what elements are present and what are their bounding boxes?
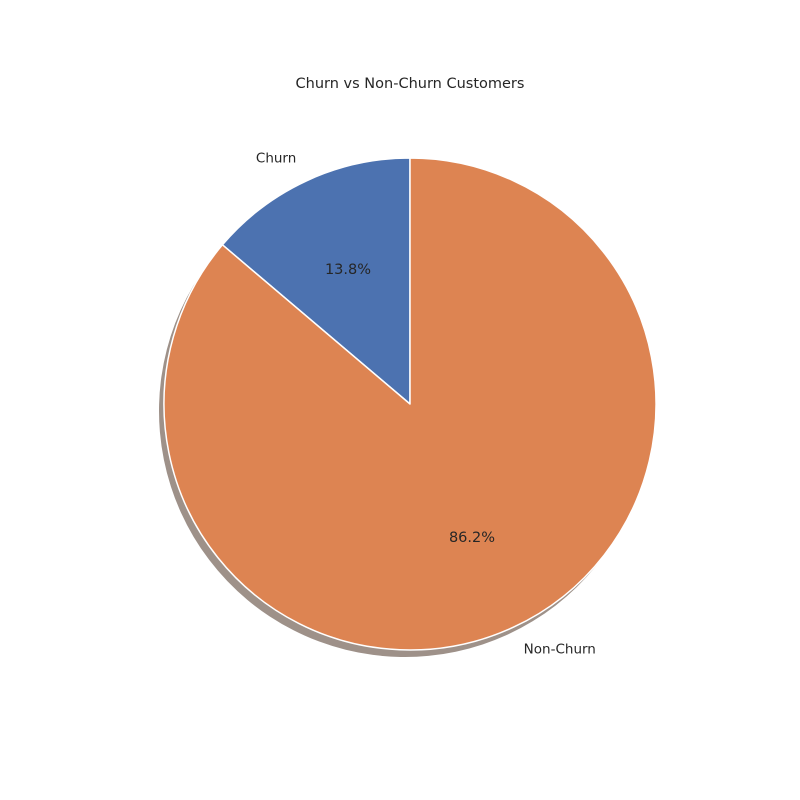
pie-labels: Churn 13.8% Non-Churn 86.2% [256,150,596,657]
percent-label-non-churn: 86.2% [449,530,495,546]
slice-label-churn: Churn [256,150,296,166]
pie-slice-non-churn [163,157,657,651]
chart-title: Churn vs Non-Churn Customers [296,76,525,92]
slice-label-non-churn: Non-Churn [524,642,596,658]
pie-slices [163,157,657,651]
pie-slice-churn [221,157,411,405]
percent-label-churn: 13.8% [325,262,371,278]
